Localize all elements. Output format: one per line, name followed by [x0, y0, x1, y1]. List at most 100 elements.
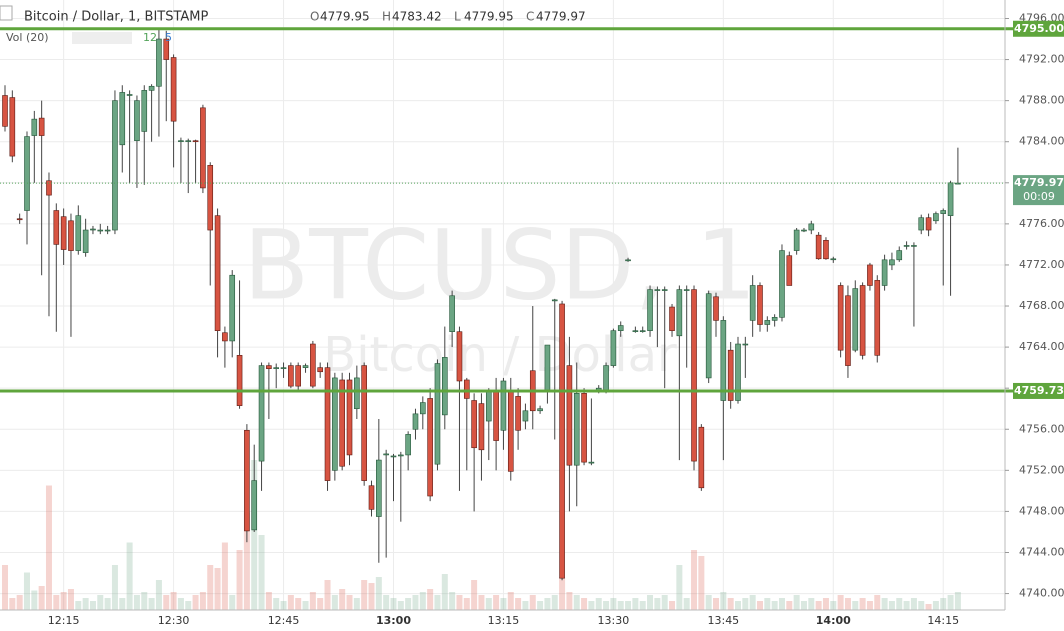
- volume-bar: [493, 595, 500, 610]
- candle-body: [258, 365, 265, 462]
- symbol-toggle[interactable]: [0, 5, 13, 21]
- candle-body: [200, 107, 206, 189]
- candle-body: [639, 330, 646, 332]
- volume-bar: [756, 601, 763, 610]
- candle-body: [376, 459, 382, 517]
- volume-bar: [273, 598, 280, 610]
- volume-bar: [390, 598, 397, 610]
- x-tick-label: 13:45: [707, 614, 739, 627]
- volume-bar: [309, 592, 316, 610]
- candle-body: [859, 285, 866, 356]
- candle-body: [31, 118, 38, 136]
- candle-body: [346, 379, 353, 456]
- y-tick-label: 4784.00: [1019, 135, 1064, 148]
- volume-title: Vol (20): [6, 31, 49, 44]
- candle-body: [947, 182, 954, 216]
- level-label: 4759.73: [1014, 384, 1064, 397]
- volume-bar: [852, 601, 859, 610]
- volume-bar: [471, 580, 478, 610]
- candle-body: [68, 220, 74, 251]
- candle-body: [420, 402, 426, 415]
- volume-bar: [778, 598, 785, 610]
- candle-body: [830, 258, 837, 261]
- candle-body: [236, 355, 243, 406]
- x-tick-label: 12:15: [48, 614, 80, 627]
- candle-body: [229, 274, 236, 342]
- volume-bar: [361, 580, 368, 610]
- candle-body: [793, 229, 800, 251]
- candle-body: [361, 365, 367, 481]
- volume-bar: [954, 592, 961, 610]
- volume-bar: [82, 598, 89, 610]
- candle-body: [911, 245, 917, 247]
- volume-bar: [317, 598, 324, 610]
- candle-body: [324, 367, 331, 481]
- volume-bar: [67, 589, 74, 610]
- candle-body: [178, 140, 184, 142]
- candle-body: [581, 393, 587, 463]
- volume-bar: [331, 595, 338, 610]
- candle-body: [852, 288, 859, 351]
- candle-body: [112, 100, 118, 231]
- candle-body: [676, 289, 683, 337]
- study-buttons[interactable]: [72, 32, 132, 44]
- candle-body: [280, 367, 287, 369]
- volume-bar: [874, 595, 881, 610]
- volume-bar: [258, 535, 265, 610]
- volume-bar: [500, 598, 507, 610]
- volume-bar: [192, 595, 199, 610]
- candle-body: [207, 165, 214, 231]
- candle-body: [222, 332, 228, 342]
- volume-bar: [515, 598, 522, 610]
- volume-bar: [295, 598, 302, 610]
- volume-bar: [368, 583, 375, 610]
- volume-bar: [339, 589, 346, 610]
- ohlc-value: 4779.95: [464, 10, 514, 24]
- candle-body: [764, 320, 771, 325]
- candle-body: [515, 396, 521, 431]
- ohlc-letter: H: [382, 10, 391, 24]
- volume-bar: [654, 598, 661, 610]
- candle-body: [288, 365, 294, 387]
- candle-body: [449, 295, 455, 333]
- candle-body: [273, 367, 280, 369]
- candle-body: [9, 97, 16, 157]
- candle-body: [156, 38, 162, 87]
- candle-body: [383, 453, 389, 456]
- volume-bar: [727, 598, 734, 610]
- volume-bar: [610, 598, 617, 610]
- candle-body: [661, 289, 668, 291]
- volume-bar: [551, 595, 558, 610]
- volume-layer: [2, 460, 961, 610]
- volume-bar: [207, 565, 214, 610]
- volume-bar: [383, 595, 390, 610]
- candle-body: [493, 389, 499, 441]
- volume-bar: [691, 550, 698, 610]
- volume-bar: [38, 586, 45, 610]
- candle-body: [185, 140, 192, 142]
- volume-bar: [346, 595, 353, 610]
- volume-bar: [735, 601, 741, 610]
- candle-body: [808, 223, 815, 231]
- volume-bar: [764, 598, 771, 610]
- candle-body: [214, 215, 221, 331]
- x-tick-label: 14:00: [816, 614, 851, 627]
- volume-bar: [463, 598, 470, 610]
- candle-body: [889, 259, 895, 266]
- volume-bar: [815, 601, 822, 610]
- candle-body: [75, 215, 82, 251]
- y-tick-label: 4776.00: [1019, 217, 1064, 230]
- volume-bar: [669, 601, 676, 610]
- candle-body: [463, 379, 470, 399]
- y-tick-label: 4752.00: [1019, 463, 1064, 476]
- volume-bar: [559, 577, 566, 610]
- volume-bar: [119, 598, 126, 610]
- candle-body: [837, 285, 844, 351]
- volume-bar: [786, 601, 793, 610]
- candle-body: [170, 57, 177, 122]
- candle-body: [192, 140, 199, 143]
- candle-body: [368, 485, 375, 510]
- volume-bar: [456, 595, 463, 610]
- watermark: BTCUSD, 1: [243, 209, 756, 321]
